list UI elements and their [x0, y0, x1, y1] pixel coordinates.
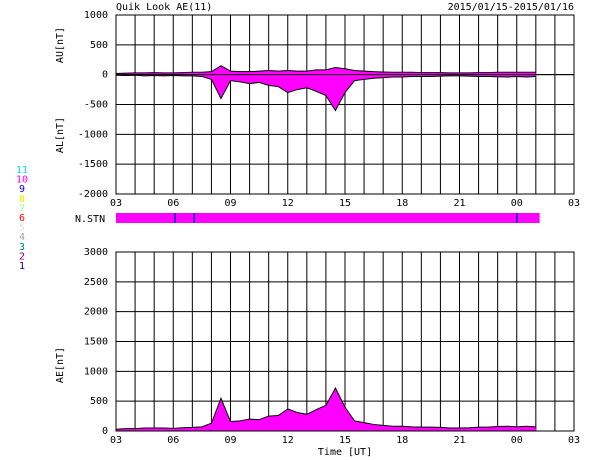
station-bar: [116, 213, 540, 223]
x-tick-label: 21: [453, 198, 465, 209]
legend-entry: 10: [16, 175, 28, 186]
x-tick-label: 03: [568, 198, 580, 209]
x-tick-label: 03: [110, 435, 122, 446]
legend-entry: 8: [19, 194, 25, 205]
area-fill: [116, 74, 536, 111]
x-tick-label: 21: [453, 435, 465, 446]
y-axis-label: AE[nT]: [55, 347, 66, 383]
y-tick-label: 1000: [84, 366, 108, 377]
y-tick-label: -500: [84, 100, 108, 111]
y-tick-label: 1000: [84, 10, 108, 21]
y-tick-label: -1000: [78, 129, 108, 140]
x-tick-label: 03: [110, 198, 122, 209]
legend-entry: 1: [19, 261, 25, 272]
x-tick-label: 06: [167, 435, 179, 446]
x-tick-label: 03: [568, 435, 580, 446]
legend-entry: 2: [19, 251, 25, 262]
x-tick-label: 06: [167, 198, 179, 209]
area-line: [115, 74, 536, 112]
legend-entry: 6: [19, 213, 25, 224]
legend-entry: 7: [19, 203, 25, 214]
y-tick-label: 2000: [84, 307, 108, 318]
x-tick-label: 00: [511, 435, 523, 446]
station-label: N.STN: [75, 214, 105, 225]
y-tick-label: 3000: [84, 247, 108, 258]
x-tick-label: 09: [224, 198, 236, 209]
y-tick-label: -1500: [78, 159, 108, 170]
y-tick-label: 1500: [84, 337, 108, 348]
y-axis-label: AU[nT]: [55, 27, 66, 63]
legend-entry: 5: [19, 223, 25, 234]
chart-title: Quik Look AE(11): [116, 2, 212, 13]
y-tick-label: 500: [90, 40, 108, 51]
x-tick-label: 09: [224, 435, 236, 446]
y-tick-label: 500: [90, 396, 108, 407]
y-tick-label: 0: [102, 426, 108, 437]
x-axis-label: Time [UT]: [318, 447, 372, 458]
y-axis-label: AL[nT]: [55, 117, 66, 153]
legend-entry: 3: [19, 242, 25, 253]
x-tick-label: 00: [511, 198, 523, 209]
legend-entry: 4: [19, 232, 25, 243]
area-line: [115, 386, 536, 430]
x-tick-label: 15: [339, 435, 351, 446]
y-tick-label: -2000: [78, 189, 108, 200]
x-tick-label: 18: [396, 198, 408, 209]
y-tick-label: 0: [102, 70, 108, 81]
x-tick-label: 15: [339, 198, 351, 209]
legend-entry: 9: [19, 184, 25, 195]
area-line: [115, 65, 536, 74]
x-tick-label: 18: [396, 435, 408, 446]
x-tick-label: 12: [282, 435, 294, 446]
y-tick-label: 2500: [84, 277, 108, 288]
legend-entry: 11: [16, 165, 28, 176]
chart-subtitle: 2015/01/15-2015/01/16: [448, 2, 574, 13]
x-tick-label: 12: [282, 198, 294, 209]
